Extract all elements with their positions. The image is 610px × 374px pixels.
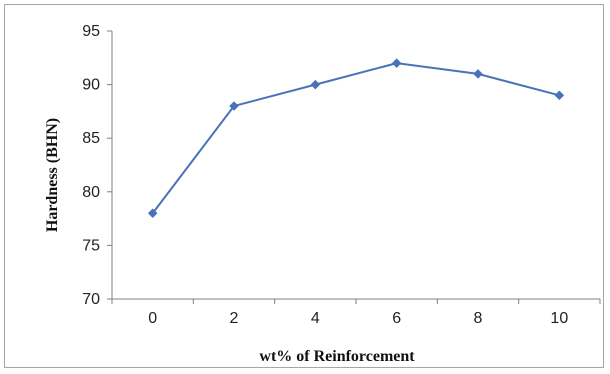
data-point-marker	[473, 69, 483, 79]
x-tick-labels: 0 2 4 6 8 10	[148, 310, 568, 327]
axes	[107, 30, 601, 304]
y-tick-labels: 70 75 80 85 90 95	[82, 23, 100, 308]
x-tick-label: 8	[474, 310, 483, 327]
data-point-marker	[229, 101, 239, 111]
x-tick-label: 4	[311, 310, 320, 327]
data-point-marker	[310, 79, 321, 90]
chart-frame: 70 75 80 85 90 95 0 2 4 6 8 10 Hardness (BHN) wt% …	[4, 4, 604, 368]
series-group	[147, 58, 565, 219]
y-tick-label: 90	[82, 77, 100, 94]
y-tick-label: 80	[82, 184, 100, 201]
x-axis-title: wt% of Reinforcement	[259, 348, 415, 365]
data-point-marker	[554, 90, 565, 101]
hardness-line-chart: 70 75 80 85 90 95 0 2 4 6 8 10 Hardness (BHN) wt% …	[44, 23, 601, 365]
y-axis-title: Hardness (BHN)	[44, 118, 61, 232]
y-tick-label: 75	[82, 237, 100, 254]
data-point-marker	[147, 208, 158, 219]
x-tick-label: 6	[392, 310, 401, 327]
x-tick-label: 10	[550, 310, 568, 327]
y-tick-label: 70	[82, 291, 100, 308]
data-point-marker	[391, 58, 402, 69]
y-tick-label: 85	[82, 130, 100, 147]
y-tick-label: 95	[82, 23, 100, 40]
x-tick-label: 0	[148, 310, 157, 327]
series-line	[151, 62, 560, 214]
x-tick-label: 2	[230, 310, 239, 327]
